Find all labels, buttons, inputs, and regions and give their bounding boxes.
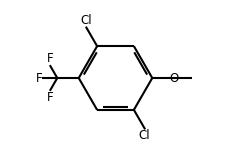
Text: Cl: Cl xyxy=(139,129,150,142)
Text: Cl: Cl xyxy=(81,14,92,27)
Text: O: O xyxy=(169,71,178,85)
Text: F: F xyxy=(47,91,54,104)
Text: F: F xyxy=(36,71,43,85)
Text: F: F xyxy=(47,52,54,65)
